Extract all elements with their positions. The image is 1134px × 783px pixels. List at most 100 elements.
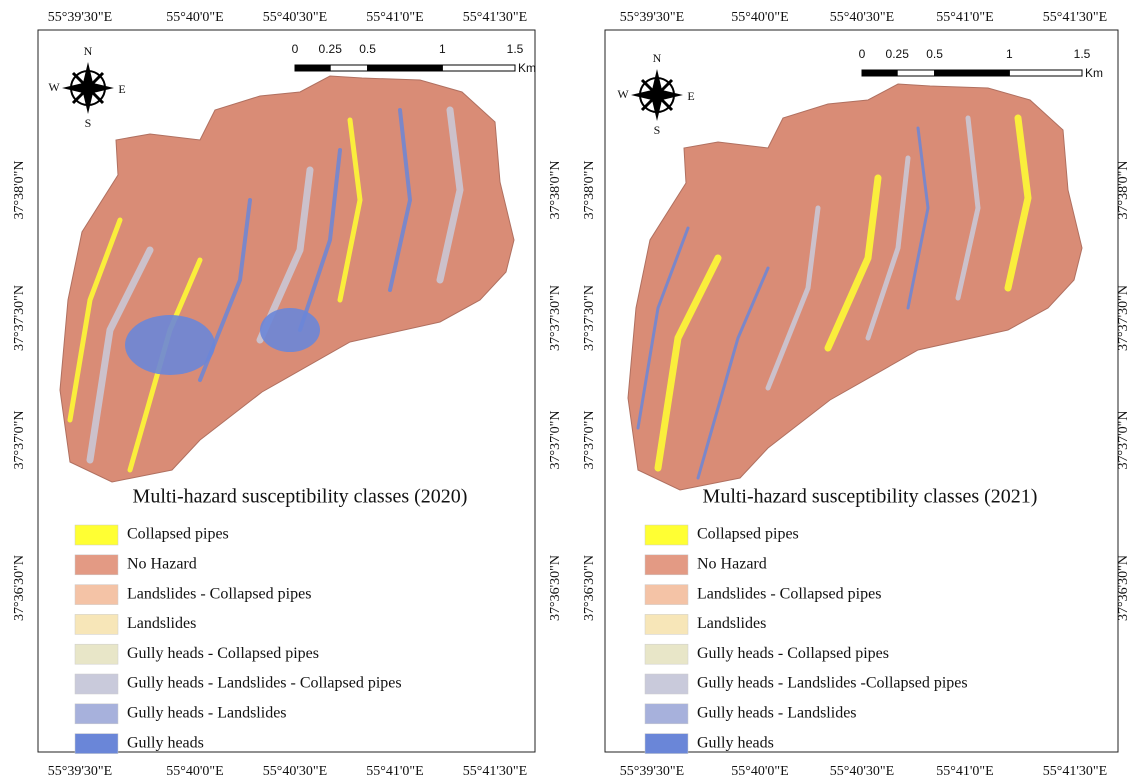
scale-segment [368,65,443,71]
legend-swatch [75,525,118,545]
lon-label-bottom: 55°40'0"E [166,764,223,779]
legend-swatch [75,555,118,575]
legend-swatch [645,525,688,545]
lon-label-top: 55°40'0"E [731,10,788,25]
lon-label-bottom: 55°41'30"E [463,764,527,779]
scale-unit: Km [1085,66,1103,80]
lon-label-bottom: 55°41'0"E [366,764,423,779]
scale-label: 0.25 [319,42,343,56]
legend-swatch [645,555,688,575]
scale-label: 1 [439,42,446,56]
lon-label-top: 55°41'30"E [463,10,527,25]
legend-label: Gully heads - Collapsed pipes [697,645,889,662]
compass-w: W [617,87,629,101]
legend-label: Collapsed pipes [697,526,799,543]
legend-label: Gully heads - Landslides -Collapsed pipe… [697,675,968,692]
panel: 55°39'30"E 55°39'30"E 55°40'0"E 55°40'0"E 55… [582,10,1131,779]
lat-label-left: 37°37'0"N [582,411,597,470]
scale-segment [442,65,515,71]
compass-s: S [654,123,661,137]
scale-segment [295,65,330,71]
lat-label-right: 37°36'30"N [1116,555,1131,621]
legend-swatch [645,614,688,634]
lat-label-left: 37°36'30"N [12,555,27,621]
legend-label: Landslides - Collapsed pipes [697,585,881,602]
scale-label: 1.5 [1074,47,1091,61]
scale-label: 0.5 [359,42,376,56]
lon-label-top: 55°39'30"E [48,10,112,25]
lat-label-right: 37°37'30"N [548,285,563,351]
lon-label-top: 55°39'30"E [620,10,684,25]
scale-segment [897,70,934,76]
legend-label: Gully heads [127,734,204,751]
legend-title: Multi-hazard susceptibility classes (202… [703,486,1038,508]
lon-label-bottom: 55°40'0"E [731,764,788,779]
lon-label-top: 55°41'0"E [936,10,993,25]
lat-label-right: 37°38'0"N [1116,161,1131,220]
panel: 55°39'30"E 55°39'30"E 55°40'0"E 55°40'0"E 55… [12,10,563,779]
lat-label-left: 37°38'0"N [582,161,597,220]
legend-label: Landslides [697,615,766,632]
scale-segment [862,70,897,76]
legend-swatch [75,674,118,694]
lat-label-right: 37°37'0"N [1116,411,1131,470]
legend-label: Collapsed pipes [127,526,229,543]
scale-label: 1 [1006,47,1013,61]
lat-label-right: 37°36'30"N [548,555,563,621]
compass-n: N [84,44,93,58]
lat-label-left: 37°38'0"N [12,161,27,220]
compass-e: E [687,89,694,103]
legend-label: Landslides [127,615,196,632]
lat-label-right: 37°38'0"N [548,161,563,220]
lon-label-bottom: 55°40'30"E [830,764,894,779]
legend-swatch [645,734,688,754]
legend-label: Gully heads - Landslides [697,704,857,721]
scale-segment [1009,70,1082,76]
legend-swatch [75,644,118,664]
legend-label: Gully heads - Collapsed pipes [127,645,319,662]
scale-unit: Km [518,61,536,75]
lon-label-top: 55°40'0"E [166,10,223,25]
scale-label: 0.25 [886,47,910,61]
compass-s: S [85,116,92,130]
legend-swatch [75,704,118,724]
legend-label: No Hazard [697,555,767,572]
lat-label-left: 37°37'30"N [582,285,597,351]
lat-label-right: 37°37'30"N [1116,285,1131,351]
legend-swatch [75,614,118,634]
lon-label-bottom: 55°39'30"E [48,764,112,779]
gully-zone [260,308,320,352]
scale-label: 0 [859,47,866,61]
scale-label: 0 [292,42,299,56]
scale-label: 0.5 [926,47,943,61]
legend-swatch [645,585,688,605]
scale-label: 1.5 [507,42,524,56]
legend-label: No Hazard [127,555,197,572]
legend-label: Gully heads - Landslides [127,704,287,721]
hazard-map [60,76,514,482]
lat-label-right: 37°37'0"N [548,411,563,470]
legend-swatch [645,644,688,664]
lon-label-bottom: 55°39'30"E [620,764,684,779]
lon-label-top: 55°41'0"E [366,10,423,25]
compass-rose: N S W E [617,51,694,137]
legend-swatch [75,734,118,754]
lon-label-top: 55°40'30"E [830,10,894,25]
legend-swatch [75,585,118,605]
legend-label: Gully heads - Landslides - Collapsed pip… [127,675,402,692]
gully-zone [125,315,215,375]
compass-n: N [653,51,662,65]
lon-label-top: 55°41'30"E [1043,10,1107,25]
legend-label: Landslides - Collapsed pipes [127,585,311,602]
lon-label-bottom: 55°41'30"E [1043,764,1107,779]
figure: 55°39'30"E 55°39'30"E 55°40'0"E 55°40'0"E 55… [0,0,1134,783]
scale-segment [935,70,1010,76]
lat-label-left: 37°37'0"N [12,411,27,470]
lat-label-left: 37°37'30"N [12,285,27,351]
lon-label-bottom: 55°40'30"E [263,764,327,779]
hazard-map [628,84,1082,490]
legend-swatch [645,674,688,694]
legend-title: Multi-hazard susceptibility classes (202… [133,486,468,508]
scale-segment [330,65,367,71]
